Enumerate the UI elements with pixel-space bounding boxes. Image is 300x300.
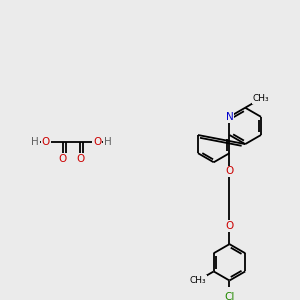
- Text: O: O: [225, 167, 234, 176]
- Text: H: H: [104, 137, 112, 147]
- Text: CH₃: CH₃: [253, 94, 269, 103]
- Text: O: O: [93, 137, 101, 147]
- Text: N: N: [226, 112, 233, 122]
- Text: O: O: [41, 137, 50, 147]
- Text: O: O: [225, 221, 234, 231]
- Text: Cl: Cl: [224, 292, 235, 300]
- Text: H: H: [32, 137, 39, 147]
- Text: CH₃: CH₃: [190, 276, 206, 285]
- Text: O: O: [59, 154, 67, 164]
- Text: O: O: [76, 154, 84, 164]
